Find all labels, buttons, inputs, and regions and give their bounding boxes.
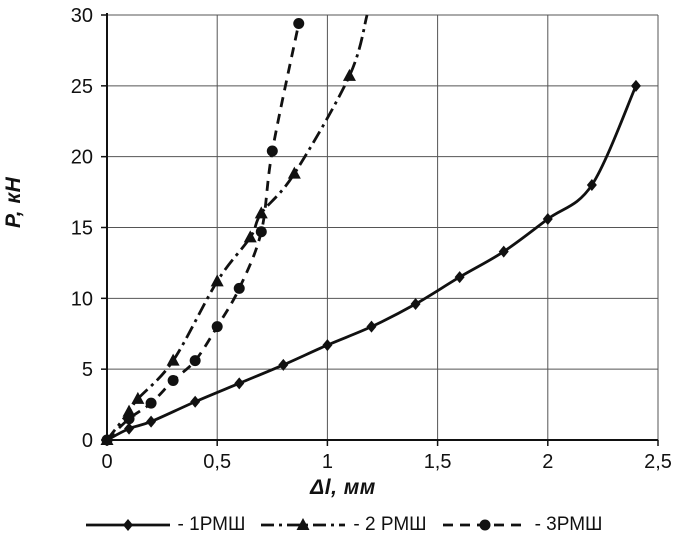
data-point: [123, 413, 135, 425]
legend-label: - 3РМШ: [534, 514, 603, 535]
data-point: [287, 166, 301, 179]
y-tick-label: 25: [71, 76, 93, 98]
data-point: [278, 358, 289, 371]
tick-labels: 0 5 10 15 20 25 30 0 0,5 1 1,5 2 2,5: [71, 5, 672, 473]
data-point: [234, 377, 245, 390]
data-point: [454, 271, 465, 284]
data-point: [410, 298, 421, 310]
legend-label: - 2 РМШ: [353, 514, 427, 535]
y-tick-label: 20: [71, 147, 93, 169]
data-point: [243, 230, 257, 243]
circle-marker-icon: [479, 519, 491, 531]
x-tick-label: 2,5: [644, 451, 672, 473]
data-point: [630, 79, 641, 92]
data-point: [254, 206, 268, 219]
y-tick-label: 0: [82, 430, 93, 452]
data-point: [189, 355, 201, 367]
x-tick-label: 1,5: [424, 451, 452, 473]
data-point: [124, 422, 135, 435]
axes: [106, 13, 658, 441]
data-point: [255, 226, 267, 238]
series-2 РМШ: [100, 14, 369, 445]
y-tick-label: 30: [71, 5, 93, 27]
legend-item: - 1РМШ: [84, 514, 246, 536]
diamond-marker-icon: [122, 519, 133, 531]
data-point: [122, 404, 136, 417]
data-point: [498, 245, 509, 258]
legend-label: - 1РМШ: [177, 514, 246, 535]
series-3РМШ: [101, 18, 305, 446]
data-point: [366, 320, 377, 333]
legend-item: - 3РМШ: [441, 514, 603, 536]
x-tick-label: 0,5: [203, 451, 231, 473]
data-point: [167, 375, 179, 386]
data-point: [131, 391, 145, 404]
data-point: [146, 415, 157, 428]
legend-swatch-diamond: [85, 519, 170, 531]
x-tick-label: 2: [542, 451, 553, 473]
legend: - 1РМШ - 2 РМШ - 3РМШ: [0, 514, 686, 536]
data-point: [166, 353, 180, 366]
grid-lines: [106, 14, 659, 441]
x-tick-label: 0: [101, 451, 112, 473]
data-point: [293, 18, 305, 29]
legend-swatch-circle: [442, 519, 527, 531]
legend-item: - 2 РМШ: [259, 514, 427, 536]
y-tick-label: 10: [71, 288, 93, 310]
data-point: [211, 321, 223, 333]
data-point: [101, 434, 113, 446]
data-point: [342, 68, 356, 81]
data-point: [322, 339, 333, 352]
series-1РМШ: [102, 79, 641, 446]
data-point: [586, 179, 597, 191]
data-point: [145, 397, 157, 409]
legend-swatch-triangle: [261, 518, 346, 530]
y-axis-title: P, кН: [2, 176, 25, 228]
data-point: [233, 282, 245, 294]
tick-marks: [101, 14, 659, 446]
data-point: [266, 145, 278, 157]
y-tick-label: 15: [71, 218, 93, 240]
data-point: [210, 274, 224, 287]
x-tick-label: 1: [322, 451, 333, 473]
data-point: [190, 395, 201, 408]
data-point: [542, 213, 553, 225]
triangle-marker-icon: [296, 518, 310, 530]
plot-area: 0 5 10 15 20 25 30 0 0,5 1 1,5 2 2,5: [71, 5, 672, 473]
y-tick-label: 5: [82, 359, 93, 381]
x-axis-title: Δl, мм: [310, 476, 376, 499]
